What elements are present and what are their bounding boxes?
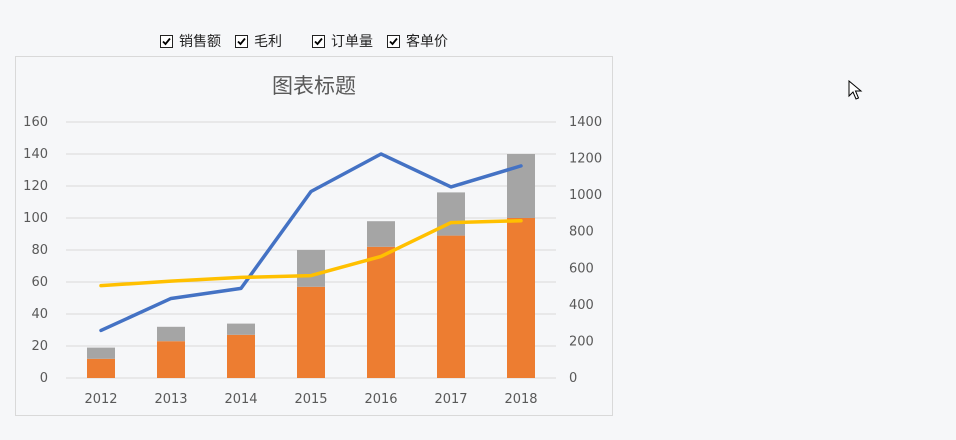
checkbox-label: 订单量 bbox=[331, 34, 373, 50]
checkbox-avg-order-value[interactable]: 客单价 bbox=[387, 31, 448, 51]
y-right-tick-label: 1000 bbox=[569, 188, 602, 203]
bar[interactable] bbox=[297, 250, 325, 287]
x-tick-label: 2014 bbox=[224, 392, 257, 407]
bar[interactable] bbox=[157, 326, 185, 342]
checkbox-label: 毛利 bbox=[254, 34, 282, 50]
series-line[interactable] bbox=[99, 218, 523, 288]
check-icon bbox=[312, 34, 325, 48]
checkbox-label: 客单价 bbox=[406, 34, 448, 50]
bar[interactable] bbox=[437, 235, 465, 378]
bar[interactable] bbox=[507, 218, 535, 378]
bar[interactable] bbox=[297, 286, 325, 378]
series-line[interactable] bbox=[99, 152, 523, 333]
bar[interactable] bbox=[227, 323, 255, 335]
y-right-tick-label: 1400 bbox=[569, 115, 602, 130]
y-right-tick-label: 0 bbox=[569, 371, 577, 386]
bar[interactable] bbox=[367, 246, 395, 378]
x-tick-label: 2013 bbox=[154, 392, 187, 407]
x-tick-label: 2017 bbox=[434, 392, 467, 407]
y-right-tick-label: 200 bbox=[569, 334, 594, 349]
series-checkbox-bar: 销售额 毛利 订单量 客单价 bbox=[160, 30, 462, 52]
check-icon bbox=[387, 34, 400, 48]
checkbox-sales[interactable]: 销售额 bbox=[160, 31, 221, 51]
x-tick-label: 2016 bbox=[364, 392, 397, 407]
checkbox-gross-profit[interactable]: 毛利 bbox=[235, 31, 282, 51]
y-left-tick-label: 40 bbox=[31, 307, 48, 322]
bar[interactable] bbox=[157, 341, 185, 378]
y-left-tick-label: 160 bbox=[23, 115, 48, 130]
bar[interactable] bbox=[367, 221, 395, 247]
y-right-tick-label: 800 bbox=[569, 225, 594, 240]
y-right-tick-label: 1200 bbox=[569, 152, 602, 167]
x-tick-label: 2015 bbox=[294, 392, 327, 407]
checkbox-order-count[interactable]: 订单量 bbox=[312, 31, 373, 51]
y-left-tick-label: 0 bbox=[40, 371, 48, 386]
x-tick-label: 2018 bbox=[504, 392, 537, 407]
y-left-tick-label: 100 bbox=[23, 211, 48, 226]
y-right-tick-label: 600 bbox=[569, 261, 594, 276]
bar[interactable] bbox=[87, 347, 115, 359]
y-left-tick-label: 80 bbox=[31, 243, 48, 258]
y-right-tick-label: 400 bbox=[569, 298, 594, 313]
check-icon bbox=[235, 34, 248, 48]
bar[interactable] bbox=[507, 154, 535, 218]
chart-title[interactable]: 图表标题 bbox=[272, 74, 356, 98]
bar[interactable] bbox=[227, 334, 255, 378]
y-left-tick-label: 60 bbox=[31, 275, 48, 290]
y-left-tick-label: 120 bbox=[23, 179, 48, 194]
x-tick-label: 2012 bbox=[84, 392, 117, 407]
y-left-tick-label: 140 bbox=[23, 147, 48, 162]
bar[interactable] bbox=[87, 358, 115, 378]
mouse-pointer-icon bbox=[848, 80, 863, 100]
checkbox-label: 销售额 bbox=[179, 34, 221, 50]
y-left-tick-label: 20 bbox=[31, 339, 48, 354]
check-icon bbox=[160, 34, 173, 48]
